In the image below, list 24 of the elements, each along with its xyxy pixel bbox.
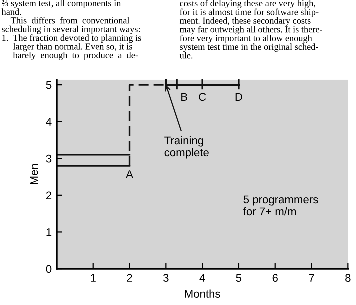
x-tick-label: 4 (200, 274, 206, 282)
y-tick-label: 3 (46, 154, 52, 163)
annotation: Training complete (164, 136, 209, 159)
annotation: 5 programmers for 7+ m/m (243, 196, 318, 216)
y-tick-label: 5 (46, 81, 52, 90)
y-tick-label: 4 (46, 118, 52, 126)
y-tick-label: 0 (46, 265, 52, 274)
x-tick-label: 6 (272, 274, 278, 282)
x-tick-label: 1 (91, 274, 96, 282)
annotation: B (182, 93, 188, 101)
y-axis-title: Men (30, 164, 38, 184)
x-axis-title: Months (185, 290, 220, 298)
text: costs of delaying these are very high, for it is almost time for software ship- ment. Indeed, these secondary costs may far outweigh all others. It is there- fore very important to allow enough system test time in the original sched- ule. (180, 0, 323, 59)
x-tick-label: 2 (127, 274, 132, 282)
text: ⅔ system test, all components in hand. This differs from conventional scheduling in several important ways: 1. The fraction devoted to planning is larger than normal. Even so, it is barely enough to produce a de- (2, 0, 142, 60)
annotation: C (199, 93, 206, 102)
y-tick-label: 1 (46, 228, 52, 236)
x-tick-label: 8 (346, 274, 351, 282)
y-tick-label: 2 (46, 192, 52, 200)
annotation: A (126, 170, 134, 178)
annotation: D (236, 93, 242, 101)
x-tick-label: 7 (309, 274, 314, 282)
x-tick-label: 3 (163, 274, 169, 282)
x-tick-label: 5 (236, 274, 242, 282)
